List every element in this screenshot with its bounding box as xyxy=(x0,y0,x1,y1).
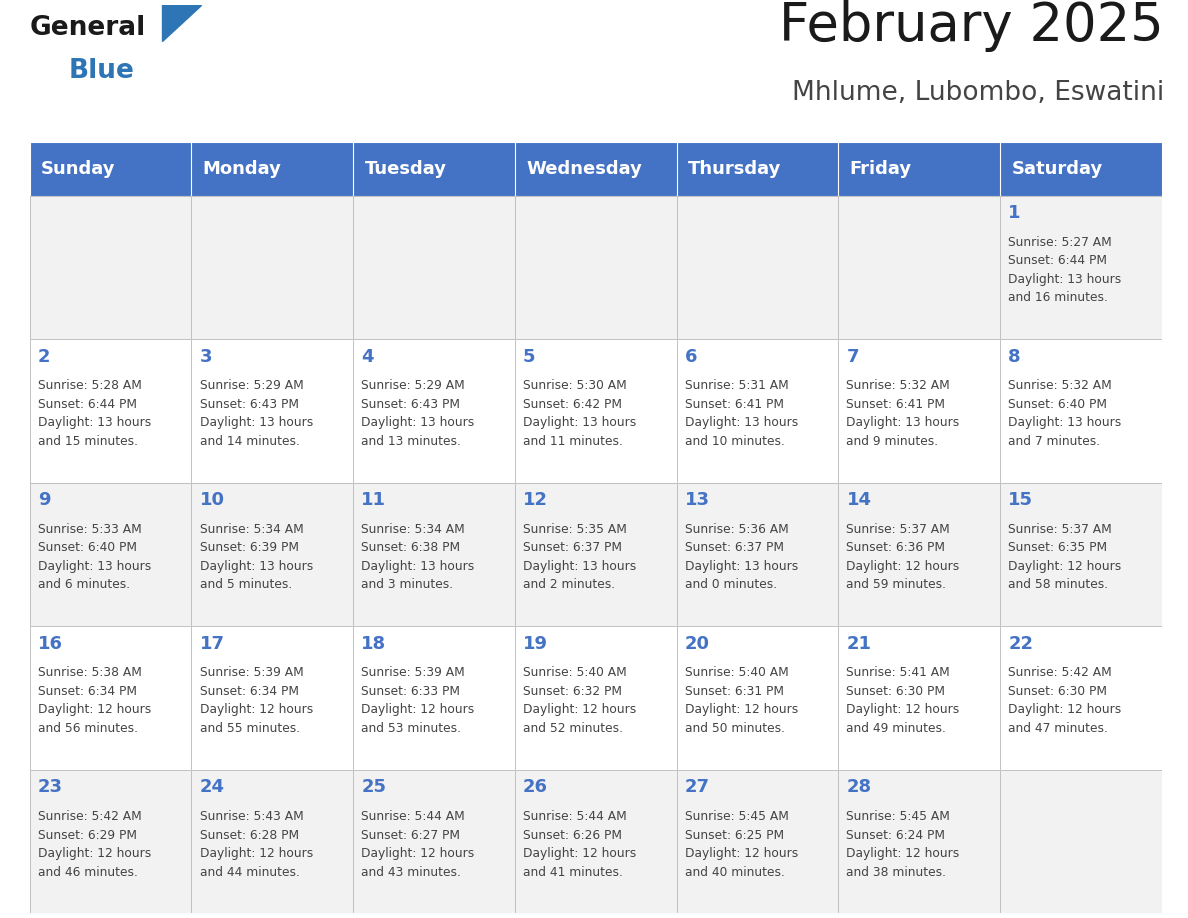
Text: 9: 9 xyxy=(38,491,50,509)
Text: Sunrise: 5:29 AM
Sunset: 6:43 PM
Daylight: 13 hours
and 13 minutes.: Sunrise: 5:29 AM Sunset: 6:43 PM Dayligh… xyxy=(361,379,474,448)
Text: 8: 8 xyxy=(1009,348,1020,365)
Text: Mhlume, Lubombo, Eswatini: Mhlume, Lubombo, Eswatini xyxy=(792,80,1164,106)
Text: 15: 15 xyxy=(1009,491,1034,509)
Text: 22: 22 xyxy=(1009,635,1034,653)
Text: 10: 10 xyxy=(200,491,225,509)
Text: Sunrise: 5:35 AM
Sunset: 6:37 PM
Daylight: 13 hours
and 2 minutes.: Sunrise: 5:35 AM Sunset: 6:37 PM Dayligh… xyxy=(523,523,637,591)
Text: Sunrise: 5:42 AM
Sunset: 6:29 PM
Daylight: 12 hours
and 46 minutes.: Sunrise: 5:42 AM Sunset: 6:29 PM Dayligh… xyxy=(38,810,151,879)
Text: Thursday: Thursday xyxy=(688,160,782,178)
Text: Saturday: Saturday xyxy=(1011,160,1102,178)
Text: Sunrise: 5:40 AM
Sunset: 6:32 PM
Daylight: 12 hours
and 52 minutes.: Sunrise: 5:40 AM Sunset: 6:32 PM Dayligh… xyxy=(523,666,637,735)
Text: Sunrise: 5:39 AM
Sunset: 6:33 PM
Daylight: 12 hours
and 53 minutes.: Sunrise: 5:39 AM Sunset: 6:33 PM Dayligh… xyxy=(361,666,474,735)
Text: Sunrise: 5:34 AM
Sunset: 6:38 PM
Daylight: 13 hours
and 3 minutes.: Sunrise: 5:34 AM Sunset: 6:38 PM Dayligh… xyxy=(361,523,474,591)
Text: 25: 25 xyxy=(361,778,386,797)
Text: Sunrise: 5:37 AM
Sunset: 6:35 PM
Daylight: 12 hours
and 58 minutes.: Sunrise: 5:37 AM Sunset: 6:35 PM Dayligh… xyxy=(1009,523,1121,591)
Text: Sunrise: 5:44 AM
Sunset: 6:26 PM
Daylight: 12 hours
and 41 minutes.: Sunrise: 5:44 AM Sunset: 6:26 PM Dayligh… xyxy=(523,810,637,879)
Text: 24: 24 xyxy=(200,778,225,797)
Text: Sunrise: 5:45 AM
Sunset: 6:24 PM
Daylight: 12 hours
and 38 minutes.: Sunrise: 5:45 AM Sunset: 6:24 PM Dayligh… xyxy=(847,810,960,879)
Text: 11: 11 xyxy=(361,491,386,509)
Text: Sunrise: 5:44 AM
Sunset: 6:27 PM
Daylight: 12 hours
and 43 minutes.: Sunrise: 5:44 AM Sunset: 6:27 PM Dayligh… xyxy=(361,810,474,879)
Text: Sunrise: 5:40 AM
Sunset: 6:31 PM
Daylight: 12 hours
and 50 minutes.: Sunrise: 5:40 AM Sunset: 6:31 PM Dayligh… xyxy=(684,666,798,735)
Text: 3: 3 xyxy=(200,348,211,365)
Text: 7: 7 xyxy=(847,348,859,365)
Text: 21: 21 xyxy=(847,635,872,653)
Text: Sunrise: 5:39 AM
Sunset: 6:34 PM
Daylight: 12 hours
and 55 minutes.: Sunrise: 5:39 AM Sunset: 6:34 PM Dayligh… xyxy=(200,666,312,735)
Text: Sunrise: 5:41 AM
Sunset: 6:30 PM
Daylight: 12 hours
and 49 minutes.: Sunrise: 5:41 AM Sunset: 6:30 PM Dayligh… xyxy=(847,666,960,735)
Text: Sunrise: 5:36 AM
Sunset: 6:37 PM
Daylight: 13 hours
and 0 minutes.: Sunrise: 5:36 AM Sunset: 6:37 PM Dayligh… xyxy=(684,523,798,591)
Text: 26: 26 xyxy=(523,778,548,797)
Text: Sunrise: 5:33 AM
Sunset: 6:40 PM
Daylight: 13 hours
and 6 minutes.: Sunrise: 5:33 AM Sunset: 6:40 PM Dayligh… xyxy=(38,523,151,591)
Text: Friday: Friday xyxy=(849,160,912,178)
Text: Sunday: Sunday xyxy=(42,160,115,178)
Text: Sunrise: 5:37 AM
Sunset: 6:36 PM
Daylight: 12 hours
and 59 minutes.: Sunrise: 5:37 AM Sunset: 6:36 PM Dayligh… xyxy=(847,523,960,591)
Text: Wednesday: Wednesday xyxy=(526,160,642,178)
Text: General: General xyxy=(30,15,146,40)
Text: Sunrise: 5:43 AM
Sunset: 6:28 PM
Daylight: 12 hours
and 44 minutes.: Sunrise: 5:43 AM Sunset: 6:28 PM Dayligh… xyxy=(200,810,312,879)
Text: Monday: Monday xyxy=(203,160,282,178)
Text: Sunrise: 5:34 AM
Sunset: 6:39 PM
Daylight: 13 hours
and 5 minutes.: Sunrise: 5:34 AM Sunset: 6:39 PM Dayligh… xyxy=(200,523,312,591)
Text: 20: 20 xyxy=(684,635,709,653)
Text: 4: 4 xyxy=(361,348,374,365)
Text: 1: 1 xyxy=(1009,204,1020,222)
Text: Sunrise: 5:30 AM
Sunset: 6:42 PM
Daylight: 13 hours
and 11 minutes.: Sunrise: 5:30 AM Sunset: 6:42 PM Dayligh… xyxy=(523,379,637,448)
Text: Tuesday: Tuesday xyxy=(365,160,447,178)
Text: Sunrise: 5:45 AM
Sunset: 6:25 PM
Daylight: 12 hours
and 40 minutes.: Sunrise: 5:45 AM Sunset: 6:25 PM Dayligh… xyxy=(684,810,798,879)
Text: February 2025: February 2025 xyxy=(779,0,1164,52)
Text: 6: 6 xyxy=(684,348,697,365)
Text: 28: 28 xyxy=(847,778,872,797)
Text: 19: 19 xyxy=(523,635,548,653)
Text: 23: 23 xyxy=(38,778,63,797)
Text: 5: 5 xyxy=(523,348,536,365)
Text: Blue: Blue xyxy=(68,58,134,84)
Text: Sunrise: 5:42 AM
Sunset: 6:30 PM
Daylight: 12 hours
and 47 minutes.: Sunrise: 5:42 AM Sunset: 6:30 PM Dayligh… xyxy=(1009,666,1121,735)
Text: 16: 16 xyxy=(38,635,63,653)
Text: 2: 2 xyxy=(38,348,50,365)
Text: Sunrise: 5:27 AM
Sunset: 6:44 PM
Daylight: 13 hours
and 16 minutes.: Sunrise: 5:27 AM Sunset: 6:44 PM Dayligh… xyxy=(1009,236,1121,304)
Text: Sunrise: 5:28 AM
Sunset: 6:44 PM
Daylight: 13 hours
and 15 minutes.: Sunrise: 5:28 AM Sunset: 6:44 PM Dayligh… xyxy=(38,379,151,448)
Text: Sunrise: 5:31 AM
Sunset: 6:41 PM
Daylight: 13 hours
and 10 minutes.: Sunrise: 5:31 AM Sunset: 6:41 PM Dayligh… xyxy=(684,379,798,448)
Text: 13: 13 xyxy=(684,491,709,509)
Text: 27: 27 xyxy=(684,778,709,797)
Polygon shape xyxy=(163,5,201,40)
Text: 17: 17 xyxy=(200,635,225,653)
Text: 12: 12 xyxy=(523,491,548,509)
Text: Sunrise: 5:32 AM
Sunset: 6:40 PM
Daylight: 13 hours
and 7 minutes.: Sunrise: 5:32 AM Sunset: 6:40 PM Dayligh… xyxy=(1009,379,1121,448)
Text: Sunrise: 5:32 AM
Sunset: 6:41 PM
Daylight: 13 hours
and 9 minutes.: Sunrise: 5:32 AM Sunset: 6:41 PM Dayligh… xyxy=(847,379,960,448)
Text: 14: 14 xyxy=(847,491,872,509)
Text: 18: 18 xyxy=(361,635,386,653)
Text: Sunrise: 5:29 AM
Sunset: 6:43 PM
Daylight: 13 hours
and 14 minutes.: Sunrise: 5:29 AM Sunset: 6:43 PM Dayligh… xyxy=(200,379,312,448)
Text: Sunrise: 5:38 AM
Sunset: 6:34 PM
Daylight: 12 hours
and 56 minutes.: Sunrise: 5:38 AM Sunset: 6:34 PM Dayligh… xyxy=(38,666,151,735)
